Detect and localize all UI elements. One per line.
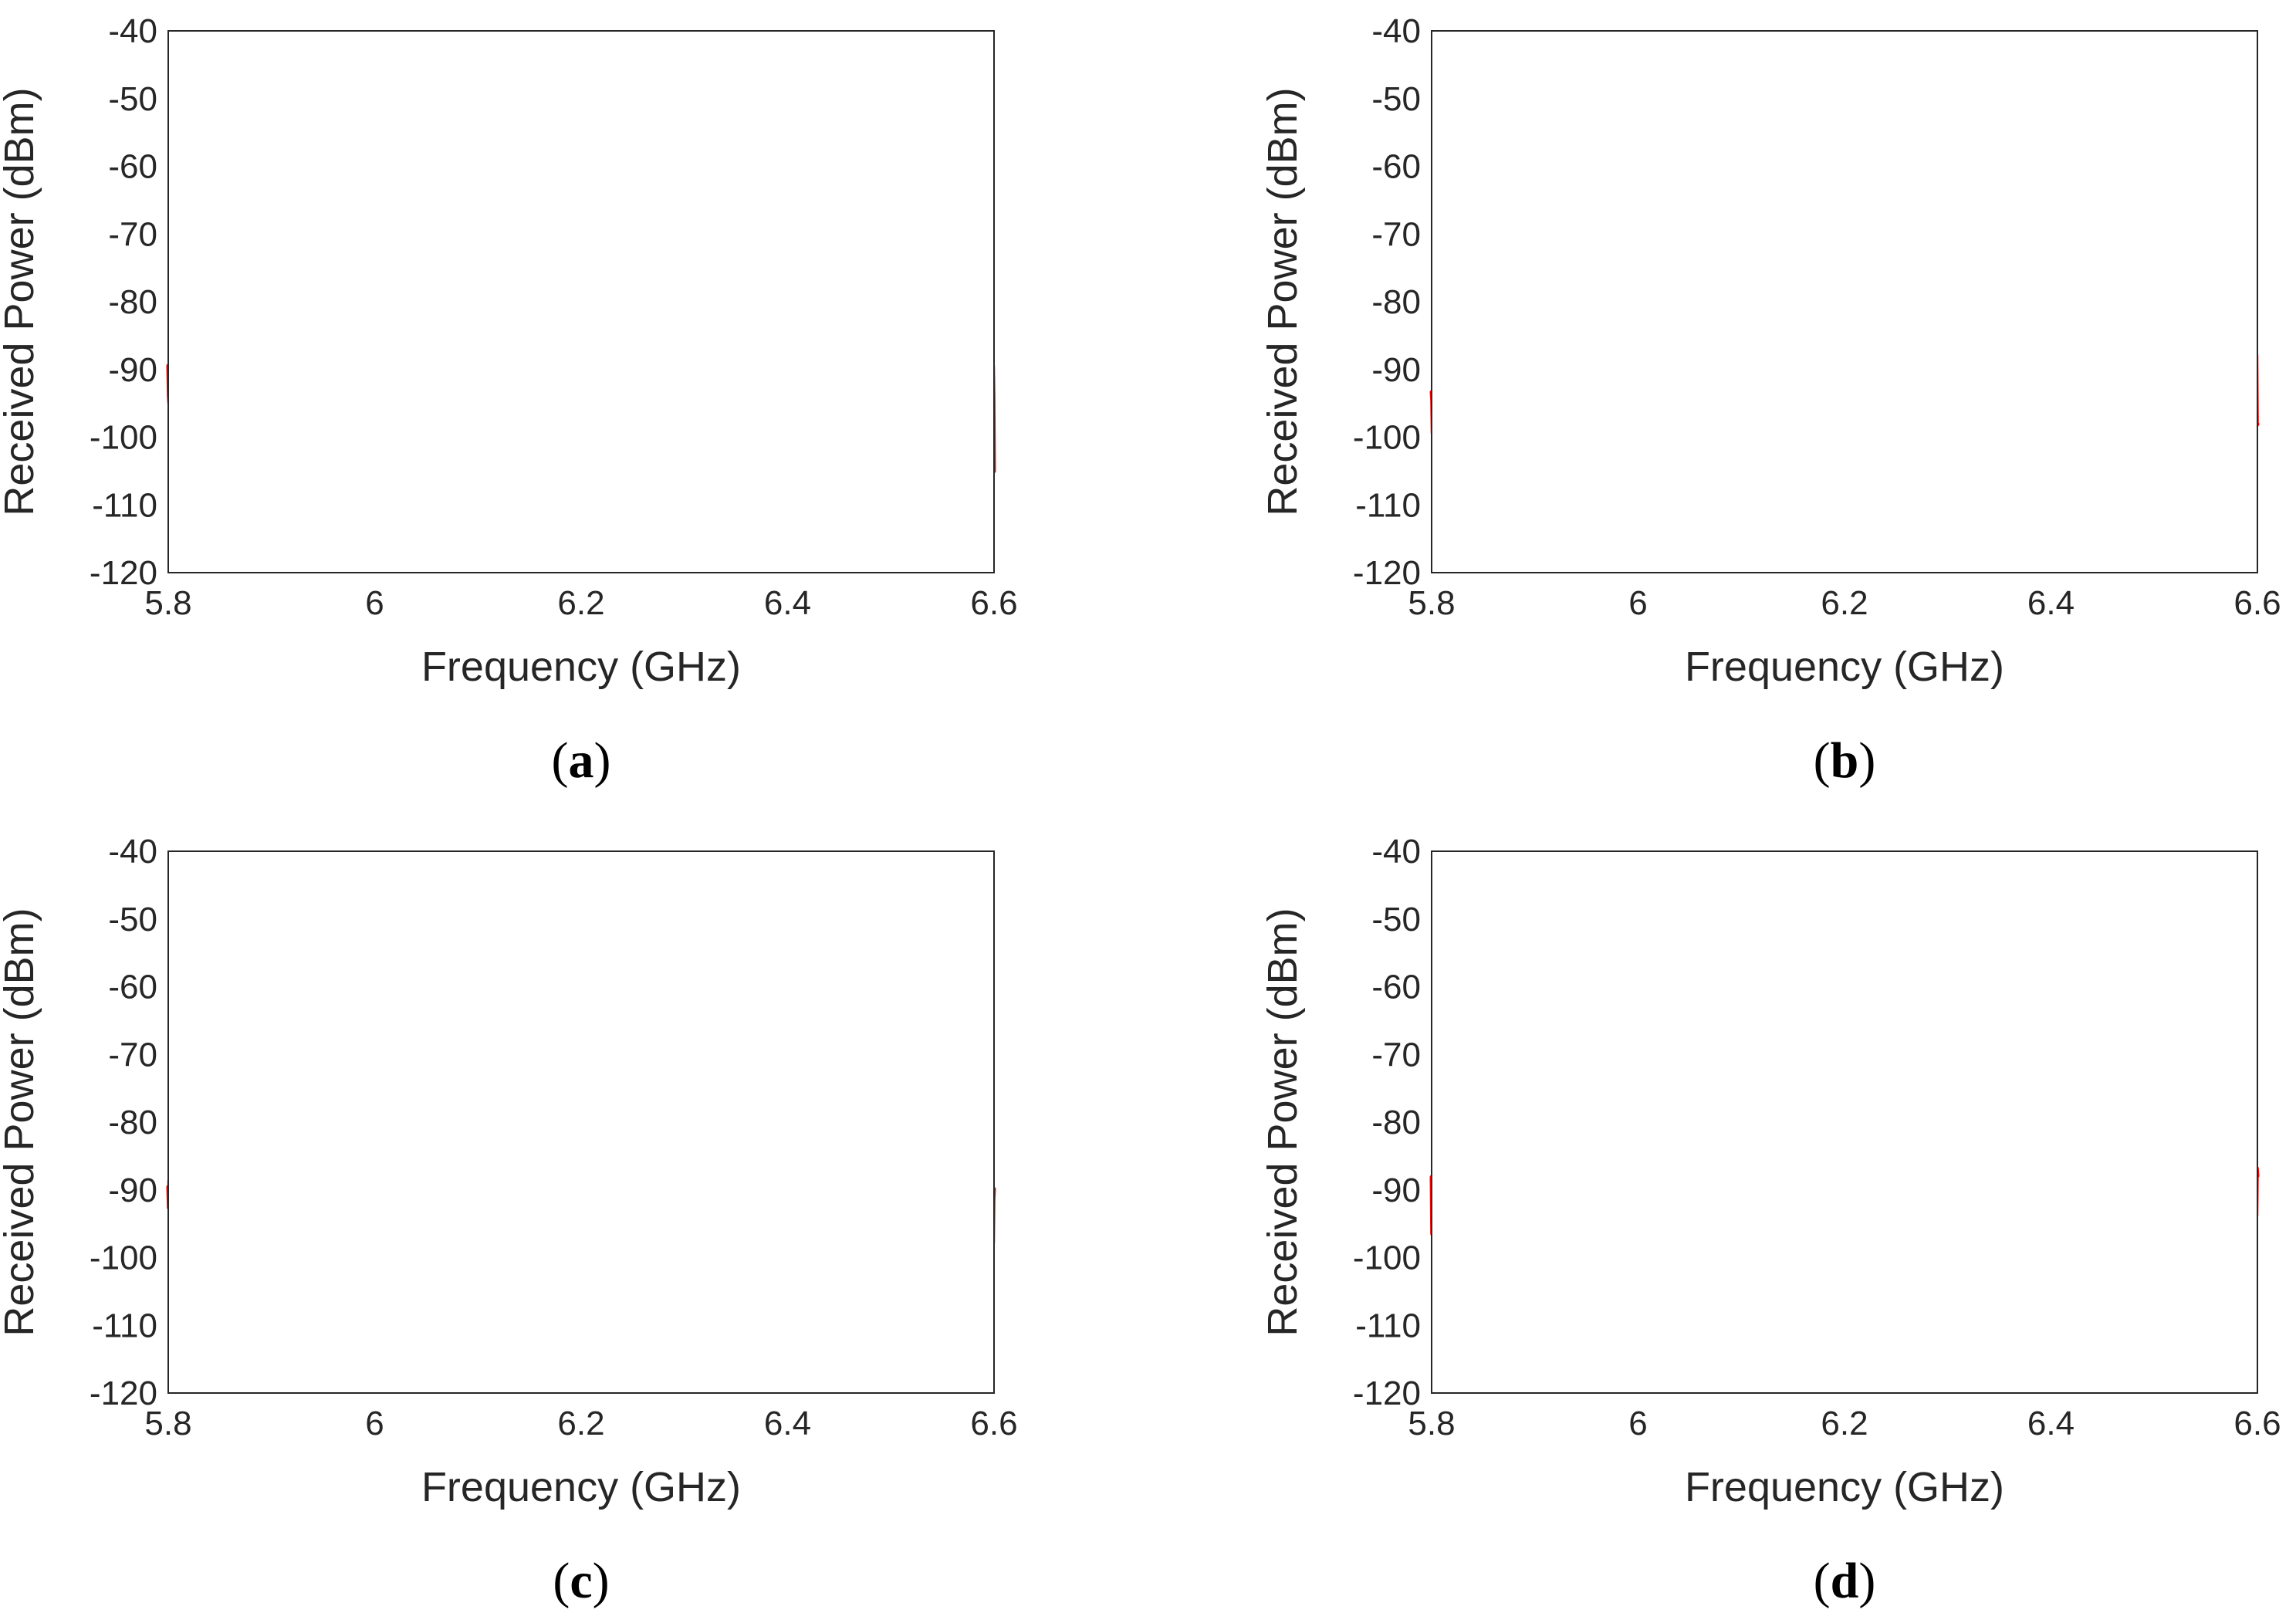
y-tick-label: -70 <box>108 215 157 253</box>
y-tick-label: -100 <box>90 1239 157 1277</box>
y-tick-label: -110 <box>1355 486 1421 524</box>
y-tick-label: -120 <box>90 554 157 592</box>
x-axis-label: Frequency (GHz) <box>1685 644 2004 690</box>
x-tick-label: 6 <box>1628 584 1647 622</box>
y-tick-label: -60 <box>108 969 157 1006</box>
x-tick-label: 6.4 <box>764 584 811 622</box>
y-tick-label: -120 <box>90 1374 157 1412</box>
y-tick-label: -80 <box>108 283 157 321</box>
x-tick-label: 6 <box>365 1405 384 1442</box>
x-axis-label: Frequency (GHz) <box>1685 1464 2004 1510</box>
y-tick-label: -120 <box>1353 554 1421 592</box>
x-tick-label: 6.2 <box>557 1405 604 1442</box>
y-tick-label: -100 <box>1353 419 1421 457</box>
y-tick-label: -50 <box>108 80 157 118</box>
y-tick-label: -50 <box>108 901 157 938</box>
x-tick-label: 6.4 <box>2027 1405 2075 1442</box>
x-tick-label: 6 <box>1628 1405 1647 1442</box>
y-tick-label: -110 <box>1355 1307 1421 1344</box>
y-tick-label: -110 <box>92 486 157 524</box>
x-tick-label: 6.2 <box>1821 584 1868 622</box>
y-tick-label: -60 <box>1371 969 1421 1006</box>
x-tick-label: 6.2 <box>1821 1405 1868 1442</box>
x-tick-label: 6.6 <box>2233 584 2281 622</box>
chart-panel-b: 5.8 6 6.2 6.4 6.6 -40 -50 -60 -70 -80 -90 -100 -110 -… <box>1260 12 2281 789</box>
y-tick-label: -50 <box>1371 901 1421 938</box>
x-tick-label: 5.8 <box>1408 584 1455 622</box>
x-tick-label: 5.8 <box>144 584 191 622</box>
axes-frame <box>167 850 995 1394</box>
y-tick-label: -100 <box>90 419 157 457</box>
y-tick-label: -90 <box>108 1172 157 1209</box>
y-tick-label: -120 <box>1353 1374 1421 1412</box>
y-tick-label: -70 <box>1371 1036 1421 1074</box>
panel-caption: (a) <box>552 732 611 789</box>
chart-panel-d: 5.8 6 6.2 6.4 6.6 -40 -50 -60 -70 -80 -90 -100 -110 -… <box>1260 833 2281 1609</box>
x-tick-label: 6.4 <box>764 1405 811 1442</box>
axes-frame <box>167 30 995 573</box>
y-tick-label: -40 <box>1371 833 1421 871</box>
y-tick-label: -70 <box>108 1036 157 1074</box>
y-tick-label: -50 <box>1371 80 1421 118</box>
axes-frame <box>1431 850 2258 1394</box>
panel-caption: (b) <box>1814 732 1876 789</box>
y-tick-label: -80 <box>1371 1104 1421 1141</box>
chart-panel-c: 5.8 6 6.2 6.4 6.6 -40 -50 -60 -70 -80 -90 -100 -110 -… <box>0 833 1018 1609</box>
x-tick-label: 6.4 <box>2027 584 2075 622</box>
x-tick-label: 6.6 <box>970 584 1017 622</box>
x-axis-label: Frequency (GHz) <box>421 1464 741 1510</box>
y-tick-label: -110 <box>92 1307 157 1344</box>
chart-panel-a: 5.8 6 6.2 6.4 6.6 -40 -50 -60 -70 -80 -90 -100 -110 -… <box>0 12 1018 789</box>
x-tick-label: 5.8 <box>1408 1405 1455 1442</box>
y-tick-label: -40 <box>108 833 157 871</box>
panel-caption: (c) <box>553 1553 609 1609</box>
y-tick-label: -80 <box>1371 283 1421 321</box>
y-tick-label: -40 <box>108 12 157 50</box>
x-tick-label: 6.6 <box>970 1405 1017 1442</box>
y-tick-label: -60 <box>108 148 157 186</box>
y-tick-label: -60 <box>1371 148 1421 186</box>
panel-caption: (d) <box>1814 1553 1876 1609</box>
y-axis-label: Received Power (dBm) <box>1260 908 1306 1336</box>
x-axis-label: Frequency (GHz) <box>421 644 741 690</box>
y-axis-label: Received Power (dBm) <box>1260 87 1306 516</box>
x-tick-label: 5.8 <box>144 1405 191 1442</box>
y-tick-label: -90 <box>1371 1172 1421 1209</box>
y-tick-label: -90 <box>1371 351 1421 389</box>
y-axis-label: Received Power (dBm) <box>0 87 42 516</box>
y-tick-label: -100 <box>1353 1239 1421 1277</box>
y-axis-label: Received Power (dBm) <box>0 908 42 1336</box>
axes-frame <box>1431 30 2258 573</box>
y-tick-label: -40 <box>1371 12 1421 50</box>
y-tick-label: -70 <box>1371 215 1421 253</box>
x-tick-label: 6 <box>365 584 384 622</box>
x-tick-label: 6.6 <box>2233 1405 2281 1442</box>
x-tick-label: 6.2 <box>557 584 604 622</box>
y-tick-label: -80 <box>108 1104 157 1141</box>
y-tick-label: -90 <box>108 351 157 389</box>
